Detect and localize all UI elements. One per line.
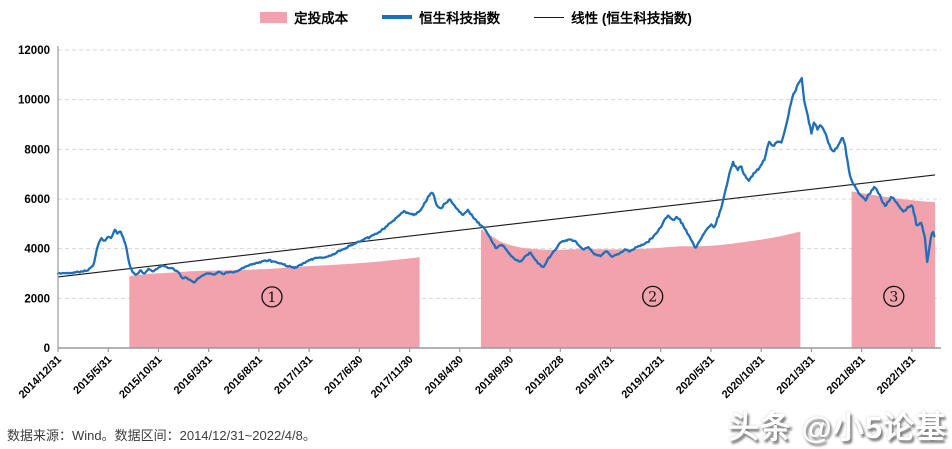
x-tick-label: 2017/1/31 — [272, 354, 315, 397]
x-tick-label: 2016/3/31 — [172, 354, 215, 397]
y-tick-label: 2000 — [24, 293, 50, 305]
annotation-number: 3 — [889, 289, 898, 305]
y-axis-labels: 0 2000 4000 6000 8000 10000 12000 — [18, 45, 50, 355]
data-source-note: 数据来源：Wind。数据区间：2014/12/31~2022/4/8。 — [7, 428, 316, 443]
x-tick-label: 2020/5/31 — [674, 354, 717, 397]
x-tick-label: 2016/8/31 — [222, 354, 265, 397]
annotation-circle — [261, 286, 283, 308]
series-line-index — [56, 76, 936, 284]
x-tick-label: 2018/4/30 — [423, 354, 466, 397]
y-tick-label: 10000 — [18, 95, 50, 107]
legend-label-index: 恒生科技指数 — [419, 11, 501, 26]
x-tick-label: 2014/12/31 — [17, 354, 64, 401]
annotation-circle — [883, 285, 905, 307]
x-tick-label: 2022/1/31 — [875, 354, 918, 397]
chart-legend: 定投成本 恒生科技指数 线性 (恒生科技指数) — [0, 7, 952, 27]
legend-item-index: 恒生科技指数 — [382, 7, 500, 27]
y-tick-label: 12000 — [18, 45, 50, 57]
x-tick-label: 2017/6/30 — [322, 354, 365, 397]
legend-label-cost: 定投成本 — [294, 11, 349, 26]
x-tick-label: 2021/8/31 — [825, 354, 868, 397]
x-tick-label: 2019/12/31 — [619, 354, 666, 401]
legend-area-swatch-icon — [260, 11, 288, 23]
legend-trend-swatch-icon — [534, 16, 565, 18]
y-tick-label: 4000 — [24, 244, 50, 256]
x-tick-label: 2017/11/30 — [369, 354, 416, 401]
legend-line-swatch-icon — [382, 15, 413, 19]
series-trendline — [57, 174, 936, 278]
y-tick-label: 8000 — [24, 144, 50, 156]
x-tick-label: 2020/10/31 — [720, 354, 767, 401]
period-annotations: 1 2 3 — [261, 285, 905, 308]
watermark: 头条 @小5论基 — [727, 410, 947, 445]
x-tick-label: 2018/9/30 — [473, 354, 516, 397]
x-tick-label: 2015/5/31 — [71, 354, 114, 397]
x-tick-label: 2019/7/31 — [574, 354, 617, 397]
annotation-number: 2 — [648, 289, 657, 305]
legend-item-trend: 线性 (恒生科技指数) — [534, 7, 692, 27]
legend-item-cost: 定投成本 — [260, 7, 348, 27]
legend-label-trend: 线性 (恒生科技指数) — [571, 11, 692, 26]
y-tick-label: 6000 — [24, 194, 50, 206]
x-tick-label: 2021/3/31 — [774, 354, 817, 397]
x-tick-label: 2019/2/28 — [523, 354, 566, 397]
annotation-number: 1 — [268, 290, 277, 306]
x-axis-labels: 2014/12/31 2015/5/31 2015/10/31 2016/3/31 20… — [17, 348, 918, 401]
axes — [57, 46, 941, 349]
annotation-circle — [642, 285, 664, 307]
series-area-cost — [129, 191, 935, 348]
x-tick-label: 2015/10/31 — [117, 354, 164, 401]
y-tick-label: 0 — [44, 343, 50, 355]
